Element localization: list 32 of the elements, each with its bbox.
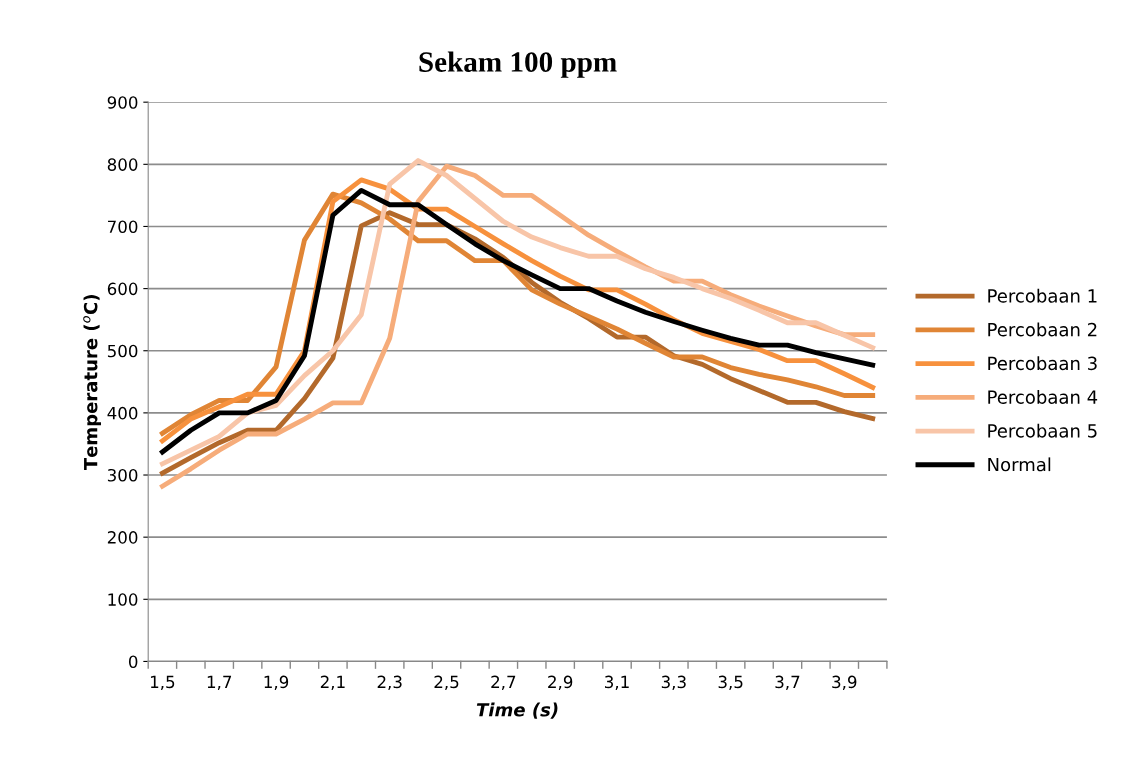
chart-title: Sekam 100 ppm <box>419 51 617 78</box>
x-tick-label: 1,7 <box>207 675 232 690</box>
y-tick-label: 900 <box>107 96 138 109</box>
y-tick-label: 300 <box>107 468 138 482</box>
x-tick-label: 3,1 <box>605 675 629 690</box>
y-axis-title: Temperature ($^{o}$C) <box>83 295 101 471</box>
y-tick-label: 100 <box>108 593 138 606</box>
x-tick-label: 1,9 <box>264 675 289 690</box>
x-tick-label: 1,5 <box>150 675 175 690</box>
y-tick-label: 200 <box>107 531 138 544</box>
x-tick-label: 2,5 <box>434 675 459 690</box>
legend-label: Percobaan 1 <box>988 288 1097 303</box>
y-tick-label: 500 <box>107 344 138 358</box>
legend-label: Normal <box>988 457 1051 472</box>
y-tick-label: 0 <box>128 655 138 669</box>
legend-label: Percobaan 3 <box>988 356 1097 371</box>
x-tick-label: 3,9 <box>832 675 857 690</box>
y-tick-label: 400 <box>107 406 138 420</box>
y-tick-label: 700 <box>108 220 138 234</box>
x-tick-label: 3,5 <box>718 675 743 690</box>
x-tick-label: 3,3 <box>661 675 686 690</box>
x-axis-title: Time (s) <box>476 702 558 719</box>
x-tick-label: 2,7 <box>491 675 516 690</box>
y-tick-label: 600 <box>107 282 138 296</box>
y-tick-label: 800 <box>107 158 138 171</box>
legend-label: Percobaan 2 <box>988 322 1097 337</box>
x-tick-label: 2,3 <box>377 675 402 690</box>
legend-label: Percobaan 4 <box>988 389 1098 404</box>
x-tick-label: 2,9 <box>548 675 573 690</box>
x-tick-label: 3,7 <box>775 675 800 690</box>
legend-label: Percobaan 5 <box>988 423 1097 438</box>
x-tick-label: 2,1 <box>320 675 345 690</box>
